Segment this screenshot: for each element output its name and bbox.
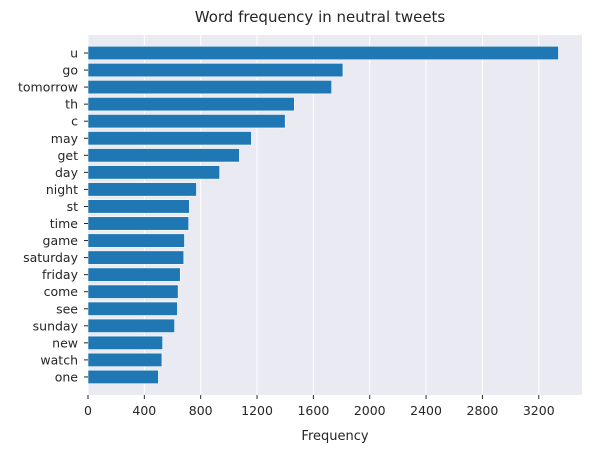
y-tick-label: friday xyxy=(42,267,79,282)
x-tick-label: 0 xyxy=(84,403,92,418)
bar-c xyxy=(87,114,286,129)
plot-area xyxy=(88,35,582,395)
y-tick-label: go xyxy=(62,63,78,78)
x-tick-label: 2800 xyxy=(467,403,499,418)
bar-go xyxy=(87,62,344,78)
x-tick-label: 1200 xyxy=(241,403,273,418)
bar-time xyxy=(87,216,190,231)
y-tick-label: see xyxy=(56,301,78,316)
y-tick-label: st xyxy=(67,199,79,214)
y-tick-label: night xyxy=(46,182,78,197)
x-tick-label: 400 xyxy=(132,403,156,418)
chart-title: Word frequency in neutral tweets xyxy=(195,8,446,26)
bar-saturday xyxy=(87,250,185,265)
x-axis-label: Frequency xyxy=(301,429,368,444)
x-tick-label: 1600 xyxy=(297,403,329,418)
y-tick-label: watch xyxy=(40,352,78,367)
y-tick-label: time xyxy=(50,216,79,231)
y-tick-label: sunday xyxy=(33,318,79,333)
bar-tomorrow xyxy=(87,80,332,95)
bar-one xyxy=(87,369,159,385)
bar-st xyxy=(87,199,190,214)
x-tick-label: 2000 xyxy=(354,403,386,418)
y-tick-label: c xyxy=(71,114,78,129)
y-tick-label: day xyxy=(55,165,79,180)
y-tick-label: come xyxy=(44,284,79,299)
bar-sunday xyxy=(87,318,175,333)
x-tick-label: 800 xyxy=(189,403,213,418)
bar-see xyxy=(87,301,178,316)
bar-game xyxy=(87,233,185,248)
y-tick-label: tomorrow xyxy=(18,80,78,95)
y-tick-label: u xyxy=(70,46,78,61)
bar-th xyxy=(87,97,295,112)
y-tick-label: new xyxy=(52,335,78,350)
y-tick-label: get xyxy=(57,148,78,163)
y-tick-label: saturday xyxy=(23,250,79,265)
y-tick-label: game xyxy=(43,233,79,248)
bar-day xyxy=(87,165,221,180)
y-tick-label: th xyxy=(65,97,78,112)
y-tick-label: may xyxy=(51,131,79,146)
x-tick-label: 2400 xyxy=(410,403,442,418)
y-tick-labels: u go tomorrow th c may get day night st time game sa… xyxy=(18,46,88,384)
bar-night xyxy=(87,182,197,197)
bar-friday xyxy=(87,267,181,282)
x-tick-label: 3200 xyxy=(523,403,555,418)
bar-come xyxy=(87,284,179,299)
bar-watch xyxy=(87,352,163,367)
x-tick-labels: 0 400 800 1200 1600 2000 2400 2800 3200 xyxy=(84,395,555,418)
y-tick-label: one xyxy=(55,369,79,384)
bar-new xyxy=(87,335,163,350)
bar-u xyxy=(87,45,559,61)
grid-lines xyxy=(87,35,540,395)
bar-get xyxy=(87,148,240,163)
bar-may xyxy=(87,131,252,146)
